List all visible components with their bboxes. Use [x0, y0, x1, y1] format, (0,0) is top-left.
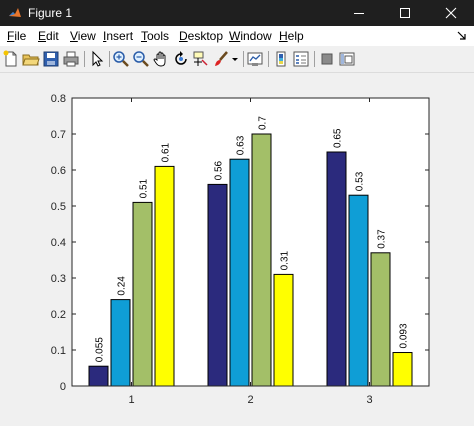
matlab-icon: [9, 8, 21, 17]
y-tick-label: 0.5: [51, 201, 66, 213]
print-icon[interactable]: [62, 50, 80, 68]
bar: [326, 151, 347, 387]
y-tick-label: 0.6: [51, 165, 66, 177]
new-figure-icon[interactable]: [2, 50, 20, 68]
link-plot-icon[interactable]: [246, 50, 264, 68]
axes-box: [71, 97, 430, 387]
menu-view[interactable]: View: [70, 29, 96, 43]
brush-icon[interactable]: [212, 50, 230, 68]
window-title: Figure 1: [28, 6, 73, 20]
data-label: 0.37: [377, 229, 388, 249]
y-tick-label: 0.1: [51, 345, 66, 357]
menu-bar: File Edit View Insert Tools Desktop Wind…: [0, 26, 474, 46]
data-label: 0.53: [355, 171, 366, 191]
zoom-out-icon[interactable]: [132, 50, 150, 68]
menu-tools[interactable]: Tools: [141, 29, 170, 43]
maximize-icon: [400, 8, 410, 18]
open-file-icon[interactable]: [22, 50, 40, 68]
data-cursor-icon[interactable]: [192, 50, 210, 68]
menu-file[interactable]: File: [7, 29, 27, 43]
dock-arrow-icon[interactable]: [456, 29, 468, 41]
data-label: 0.51: [139, 178, 150, 198]
bar: [251, 133, 272, 387]
y-tick-label: 0.2: [51, 309, 66, 321]
zoom-in-icon[interactable]: [112, 50, 130, 68]
bar: [207, 183, 228, 387]
data-label: 0.7: [258, 116, 269, 130]
dropdown-arrow-icon[interactable]: [230, 50, 240, 68]
toolbar-separator: [314, 51, 315, 67]
minimize-icon: [354, 13, 364, 14]
bar-chart[interactable]: 0 0.1 0.2 0.3 0.4 0.5 0.6 0.7 0.8 1 0.055 0.24 0.51 0…: [0, 73, 474, 426]
y-tick-label: 0.8: [51, 93, 66, 105]
y-tick-label: 0.7: [51, 129, 66, 141]
x-tick-label: 1: [128, 394, 134, 406]
bar: [370, 252, 391, 387]
menu-window[interactable]: Window: [229, 29, 272, 43]
data-label: 0.24: [117, 276, 128, 296]
menu-help[interactable]: Help: [279, 29, 304, 43]
hide-plot-tools-icon[interactable]: [318, 50, 336, 68]
menu-insert[interactable]: Insert: [103, 29, 134, 43]
bar: [154, 165, 175, 387]
rotate-icon[interactable]: [172, 50, 190, 68]
bar: [273, 273, 294, 387]
pan-icon[interactable]: [152, 50, 170, 68]
close-button[interactable]: [428, 0, 474, 26]
toolbar-separator: [109, 51, 110, 67]
toolbar-separator: [268, 51, 269, 67]
y-tick-label: 0.4: [51, 237, 66, 249]
title-bar: Figure 1: [0, 0, 474, 26]
save-icon[interactable]: [42, 50, 60, 68]
data-label: 0.055: [95, 337, 106, 362]
menu-edit[interactable]: Edit: [38, 29, 59, 43]
show-plot-tools-icon[interactable]: [338, 50, 356, 68]
x-tick-label: 3: [366, 394, 372, 406]
bar: [132, 201, 153, 387]
toolbar-separator: [84, 51, 85, 67]
bar: [229, 158, 250, 387]
toolbar-separator: [243, 51, 244, 67]
plot-area: [72, 98, 429, 386]
toolbar: [0, 46, 474, 73]
data-label: 0.65: [333, 128, 344, 148]
close-icon: [445, 7, 457, 19]
data-label: 0.093: [399, 323, 410, 348]
colorbar-icon[interactable]: [272, 50, 290, 68]
bar: [110, 299, 131, 387]
data-label: 0.63: [236, 135, 247, 155]
legend-icon[interactable]: [292, 50, 310, 68]
data-label: 0.31: [280, 250, 291, 270]
pointer-icon[interactable]: [88, 50, 106, 68]
bar: [88, 365, 109, 387]
y-tick-label: 0.3: [51, 273, 66, 285]
figure-area: 0 0.1 0.2 0.3 0.4 0.5 0.6 0.7 0.8 1 0.055 0.24 0.51 0…: [0, 73, 474, 426]
y-tick-label: 0: [60, 381, 66, 393]
x-tick-label: 2: [247, 394, 253, 406]
data-label: 0.61: [161, 142, 172, 162]
minimize-button[interactable]: [336, 0, 382, 26]
maximize-button[interactable]: [382, 0, 428, 26]
bar: [392, 352, 413, 387]
data-label: 0.56: [214, 160, 225, 180]
menu-desktop[interactable]: Desktop: [179, 29, 224, 43]
bar: [348, 194, 369, 387]
